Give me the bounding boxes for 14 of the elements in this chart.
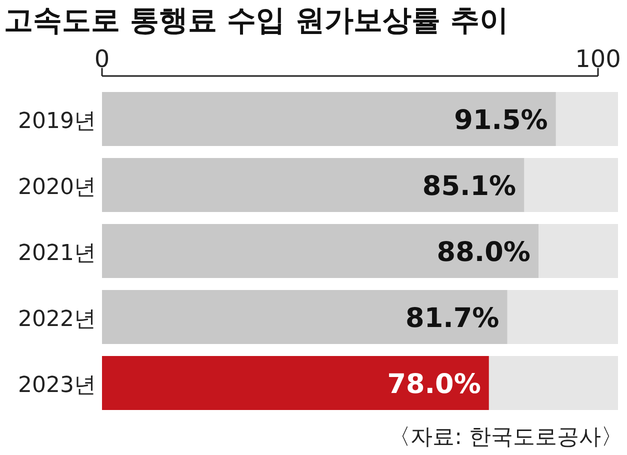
x-tick-label: 100 xyxy=(575,45,621,73)
x-tick-label: 0 xyxy=(94,45,110,73)
data-label: 78.0% xyxy=(387,369,481,400)
data-label: 85.1% xyxy=(422,171,516,202)
y-tick-label: 2020년 xyxy=(18,175,96,200)
data-label: 88.0% xyxy=(436,237,530,268)
y-tick-label: 2019년 xyxy=(18,109,96,134)
y-tick-label: 2021년 xyxy=(18,241,96,266)
text: 〈자료: 한국도로공사〉 xyxy=(388,425,623,450)
y-tick-label: 2022년 xyxy=(18,307,96,332)
chart-title: 고속도로 통행료 수입 원가보상률 추이 xyxy=(4,3,508,37)
data-label: 91.5% xyxy=(454,105,548,136)
y-tick-label: 2023년 xyxy=(18,373,96,398)
data-label: 81.7% xyxy=(406,303,500,334)
